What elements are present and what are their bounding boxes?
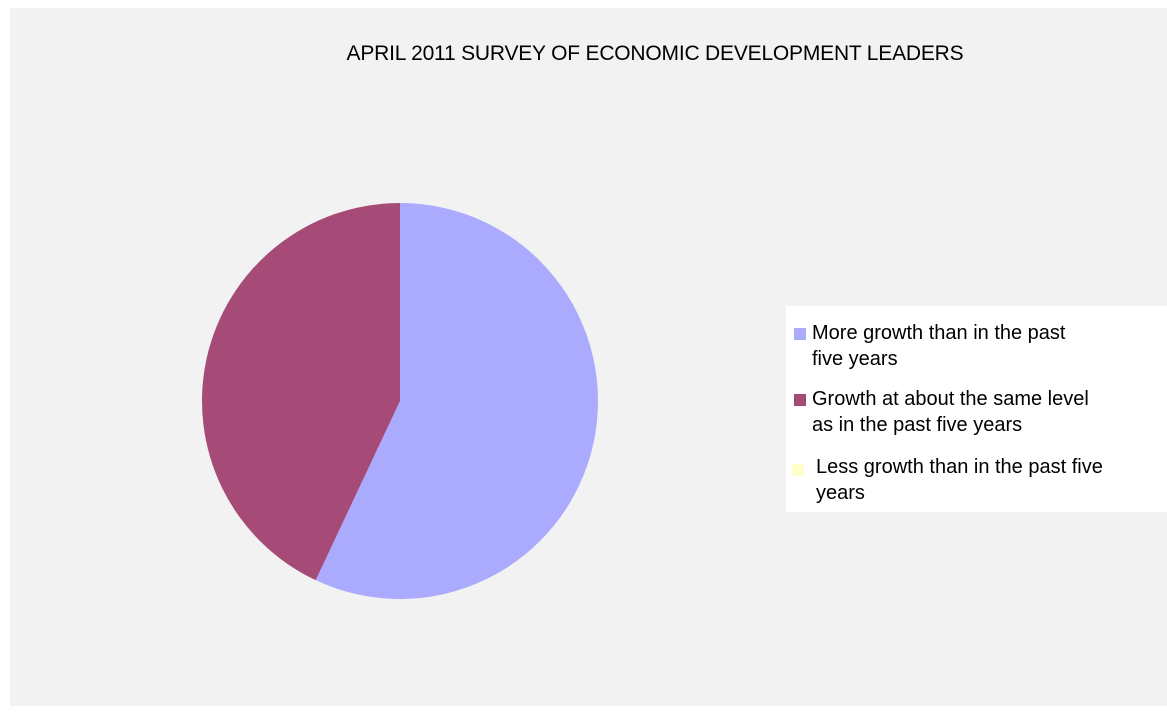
legend-swatch-more-growth (794, 328, 806, 340)
legend-label-more-growth-line2: five years (812, 346, 898, 372)
legend: More growth than in the past five years … (786, 306, 1167, 512)
legend-label-more-growth-line1: More growth than in the past (812, 320, 1065, 346)
legend-label-same-growth-line1: Growth at about the same level (812, 386, 1089, 412)
legend-label-same-growth-line2: as in the past five years (812, 412, 1022, 438)
chart-area: APRIL 2011 SURVEY OF ECONOMIC DEVELOPMEN… (10, 8, 1167, 706)
legend-label-less-growth-line2: years (816, 480, 865, 506)
pie-slices (202, 203, 598, 599)
legend-label-less-growth-line1: Less growth than in the past five (816, 454, 1103, 480)
legend-swatch-less-growth (792, 464, 804, 476)
legend-swatch-same-growth (794, 394, 806, 406)
